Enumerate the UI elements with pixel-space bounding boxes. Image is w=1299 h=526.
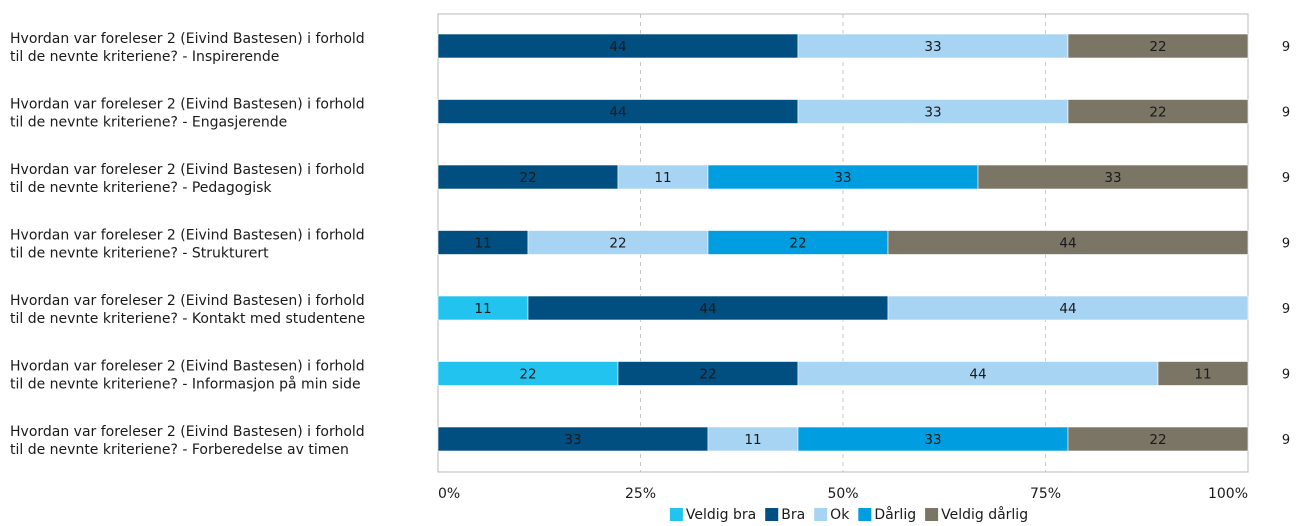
legend-label: Veldig bra <box>686 507 756 523</box>
x-tick-label: 50% <box>827 486 858 502</box>
response-count: 9 <box>1282 237 1290 252</box>
bar-segments: 44 33 22 44 33 22 22 11 33 33 11 22 22 44 11 44 44 22 22 44… <box>437 33 1249 452</box>
legend-swatch <box>858 508 872 521</box>
bar-segment <box>797 426 1069 452</box>
legend-label: Dårlig <box>874 506 916 523</box>
x-axis-tick-labels: 0% 25% 50% 75% 100% <box>438 486 1248 502</box>
bar-value-label: 22 <box>1149 105 1166 121</box>
bar-segment <box>887 295 1249 321</box>
bar-segment <box>617 361 799 386</box>
question-label-line: til de nevnte kriteriene? - Pedagogisk <box>10 180 272 196</box>
bar-value-label: 44 <box>699 301 716 317</box>
x-tick-label: 100% <box>1208 486 1248 502</box>
response-count: 9 <box>1282 302 1290 317</box>
question-labels: Hvordan var foreleser 2 (Eivind Bastesen… <box>10 31 365 458</box>
question-label-line: Hvordan var foreleser 2 (Eivind Bastesen… <box>10 97 365 113</box>
bar-value-label: 22 <box>609 236 626 252</box>
bar-value-label: 33 <box>924 39 941 55</box>
bar-value-label: 22 <box>789 236 806 252</box>
question-label-line: Hvordan var foreleser 2 (Eivind Bastesen… <box>10 424 365 440</box>
bar-value-label: 44 <box>609 39 626 55</box>
question-label-line: til de nevnte kriteriene? - Inspirerende <box>10 49 279 65</box>
bar-value-label: 11 <box>1194 367 1211 383</box>
bar-value-label: 11 <box>654 170 671 186</box>
bar-value-label: 22 <box>1149 432 1166 448</box>
question-label-line: til de nevnte kriteriene? - Kontakt med … <box>10 311 365 327</box>
bar-value-label: 33 <box>564 432 581 448</box>
question-label-line: til de nevnte kriteriene? - Engasjerende <box>10 115 287 131</box>
bar-segment <box>977 164 1249 190</box>
legend-swatch <box>814 508 828 521</box>
bar-segment <box>1157 361 1249 386</box>
bar-segment <box>437 33 799 59</box>
bar-value-label: 22 <box>519 170 536 186</box>
bar-value-label: 33 <box>924 105 941 121</box>
question-label-line: til de nevnte kriteriene? - Informasjon … <box>10 376 361 393</box>
bar-value-label: 44 <box>969 367 986 383</box>
bar-segment <box>887 230 1249 255</box>
question-label-line: Hvordan var foreleser 2 (Eivind Bastesen… <box>10 162 365 178</box>
question-label-line: til de nevnte kriteriene? - Strukturert <box>10 246 269 262</box>
question-label-line: til de nevnte kriteriene? - Forberedelse… <box>10 442 349 458</box>
bar-segment <box>1067 33 1249 59</box>
legend-swatch <box>765 508 779 521</box>
question-label-line: Hvordan var foreleser 2 (Eivind Bastesen… <box>10 228 365 244</box>
bar-segment <box>797 361 1159 386</box>
bar-value-label: 11 <box>474 301 491 317</box>
legend-swatch <box>925 508 939 521</box>
x-tick-label: 75% <box>1030 486 1061 502</box>
bar-segment <box>437 361 619 386</box>
bar-value-label: 22 <box>519 367 536 383</box>
response-counts: 9 9 9 9 9 9 9 <box>1282 40 1290 448</box>
bar-value-label: 33 <box>924 432 941 448</box>
bar-value-label: 44 <box>1059 301 1076 317</box>
response-count: 9 <box>1282 433 1290 448</box>
response-count: 9 <box>1282 106 1290 121</box>
legend-swatch <box>669 508 683 521</box>
legend-label: Bra <box>781 507 805 523</box>
response-count: 9 <box>1282 368 1290 383</box>
bar-segment <box>437 295 529 321</box>
bar-value-label: 44 <box>609 105 626 121</box>
x-tick-label: 0% <box>438 486 460 502</box>
legend: Veldig bra Bra Ok Dårlig Veldig dårlig <box>669 506 1028 523</box>
response-count: 9 <box>1282 40 1290 55</box>
question-label-line: Hvordan var foreleser 2 (Eivind Bastesen… <box>10 293 365 309</box>
response-count: 9 <box>1282 171 1290 186</box>
bar-segment <box>1067 426 1249 452</box>
bar-value-label: 22 <box>1149 39 1166 55</box>
bar-value-label: 33 <box>834 170 851 186</box>
bar-segment <box>527 230 709 255</box>
legend-label: Veldig dårlig <box>941 506 1028 523</box>
bar-segment <box>1067 99 1249 124</box>
bar-segment <box>437 426 709 452</box>
bar-segment <box>707 164 979 190</box>
question-label-line: Hvordan var foreleser 2 (Eivind Bastesen… <box>10 31 365 47</box>
bar-value-label: 44 <box>1059 236 1076 252</box>
x-tick-label: 25% <box>625 486 656 502</box>
bar-segment <box>707 426 799 452</box>
bar-value-label: 22 <box>699 367 716 383</box>
bar-value-label: 11 <box>474 236 491 252</box>
bar-value-label: 33 <box>1104 170 1121 186</box>
legend-label: Ok <box>830 507 850 523</box>
bar-value-label: 11 <box>744 432 761 448</box>
question-label-line: Hvordan var foreleser 2 (Eivind Bastesen… <box>10 359 365 375</box>
bar-segment <box>797 33 1069 59</box>
